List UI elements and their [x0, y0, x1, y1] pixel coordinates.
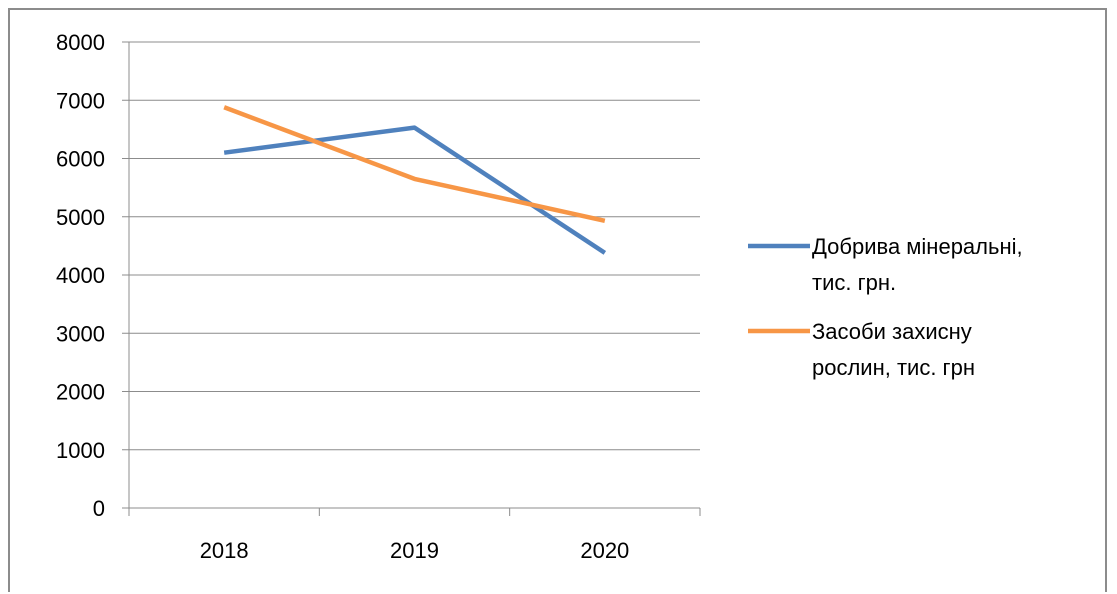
series-line-2 — [223, 105, 606, 224]
x-tick-label: 2018 — [200, 538, 249, 563]
chart-frame — [8, 8, 1107, 592]
legend-label: Добрива мінеральні, — [812, 234, 1023, 259]
x-tick-label: 2020 — [580, 538, 629, 563]
y-tick-label: 3000 — [56, 321, 105, 346]
series-line-1 — [223, 125, 607, 255]
y-tick-label: 0 — [93, 496, 105, 521]
series-lines — [223, 105, 607, 255]
y-tick-label: 6000 — [56, 147, 105, 172]
y-tick-label: 5000 — [56, 205, 105, 230]
x-tick-label: 2019 — [390, 538, 439, 563]
legend-item-2: Засоби захисну рослин, тис. грн — [748, 319, 975, 380]
y-tick-label: 7000 — [56, 88, 105, 113]
x-tick-labels: 2018 2019 2020 — [200, 538, 630, 563]
legend: Добрива мінеральні, тис. грн. Засоби захис… — [748, 234, 1023, 380]
legend-label: рослин, тис. грн — [812, 355, 975, 380]
y-tick-label: 1000 — [56, 438, 105, 463]
y-tick-label: 8000 — [56, 30, 105, 55]
legend-label: Засоби захисну — [812, 319, 972, 344]
gridlines — [129, 41, 700, 451]
legend-item-1: Добрива мінеральні, тис. грн. — [748, 234, 1023, 295]
axes — [122, 41, 701, 516]
y-tick-labels: 0 1000 2000 3000 4000 5000 6000 7000 8000 — [56, 30, 105, 521]
y-tick-label: 2000 — [56, 380, 105, 405]
y-tick-label: 4000 — [56, 263, 105, 288]
legend-label: тис. грн. — [812, 270, 896, 295]
